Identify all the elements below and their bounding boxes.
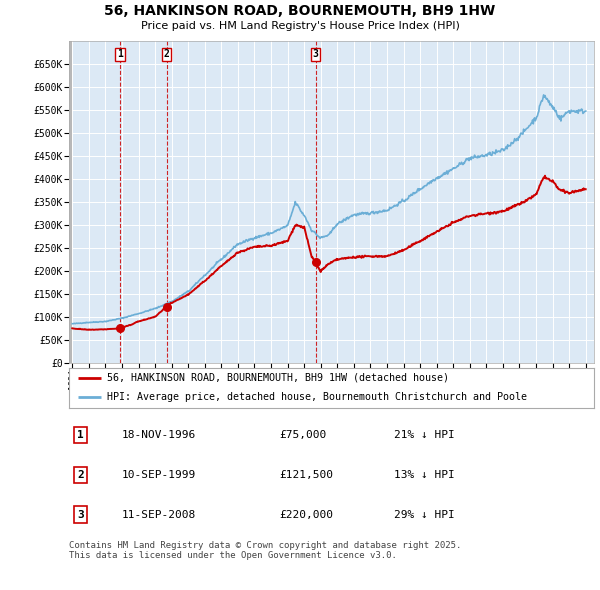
Text: 18-NOV-1996: 18-NOV-1996 — [121, 430, 196, 440]
Text: £220,000: £220,000 — [279, 510, 333, 520]
Text: 10-SEP-1999: 10-SEP-1999 — [121, 470, 196, 480]
Text: 13% ↓ HPI: 13% ↓ HPI — [395, 470, 455, 480]
Text: 11-SEP-2008: 11-SEP-2008 — [121, 510, 196, 520]
Text: HPI: Average price, detached house, Bournemouth Christchurch and Poole: HPI: Average price, detached house, Bour… — [107, 392, 527, 402]
Text: Contains HM Land Registry data © Crown copyright and database right 2025.
This d: Contains HM Land Registry data © Crown c… — [69, 541, 461, 560]
Text: 29% ↓ HPI: 29% ↓ HPI — [395, 510, 455, 520]
Text: 1: 1 — [77, 430, 84, 440]
Text: £121,500: £121,500 — [279, 470, 333, 480]
Text: 3: 3 — [77, 510, 84, 520]
Text: 1: 1 — [117, 50, 123, 60]
Text: 3: 3 — [313, 50, 319, 60]
Text: 56, HANKINSON ROAD, BOURNEMOUTH, BH9 1HW: 56, HANKINSON ROAD, BOURNEMOUTH, BH9 1HW — [104, 4, 496, 18]
Text: 2: 2 — [164, 50, 169, 60]
Text: 2: 2 — [77, 470, 84, 480]
Bar — [69, 41, 73, 363]
Text: 21% ↓ HPI: 21% ↓ HPI — [395, 430, 455, 440]
Text: 56, HANKINSON ROAD, BOURNEMOUTH, BH9 1HW (detached house): 56, HANKINSON ROAD, BOURNEMOUTH, BH9 1HW… — [107, 373, 449, 383]
Text: £75,000: £75,000 — [279, 430, 326, 440]
Text: Price paid vs. HM Land Registry's House Price Index (HPI): Price paid vs. HM Land Registry's House … — [140, 21, 460, 31]
